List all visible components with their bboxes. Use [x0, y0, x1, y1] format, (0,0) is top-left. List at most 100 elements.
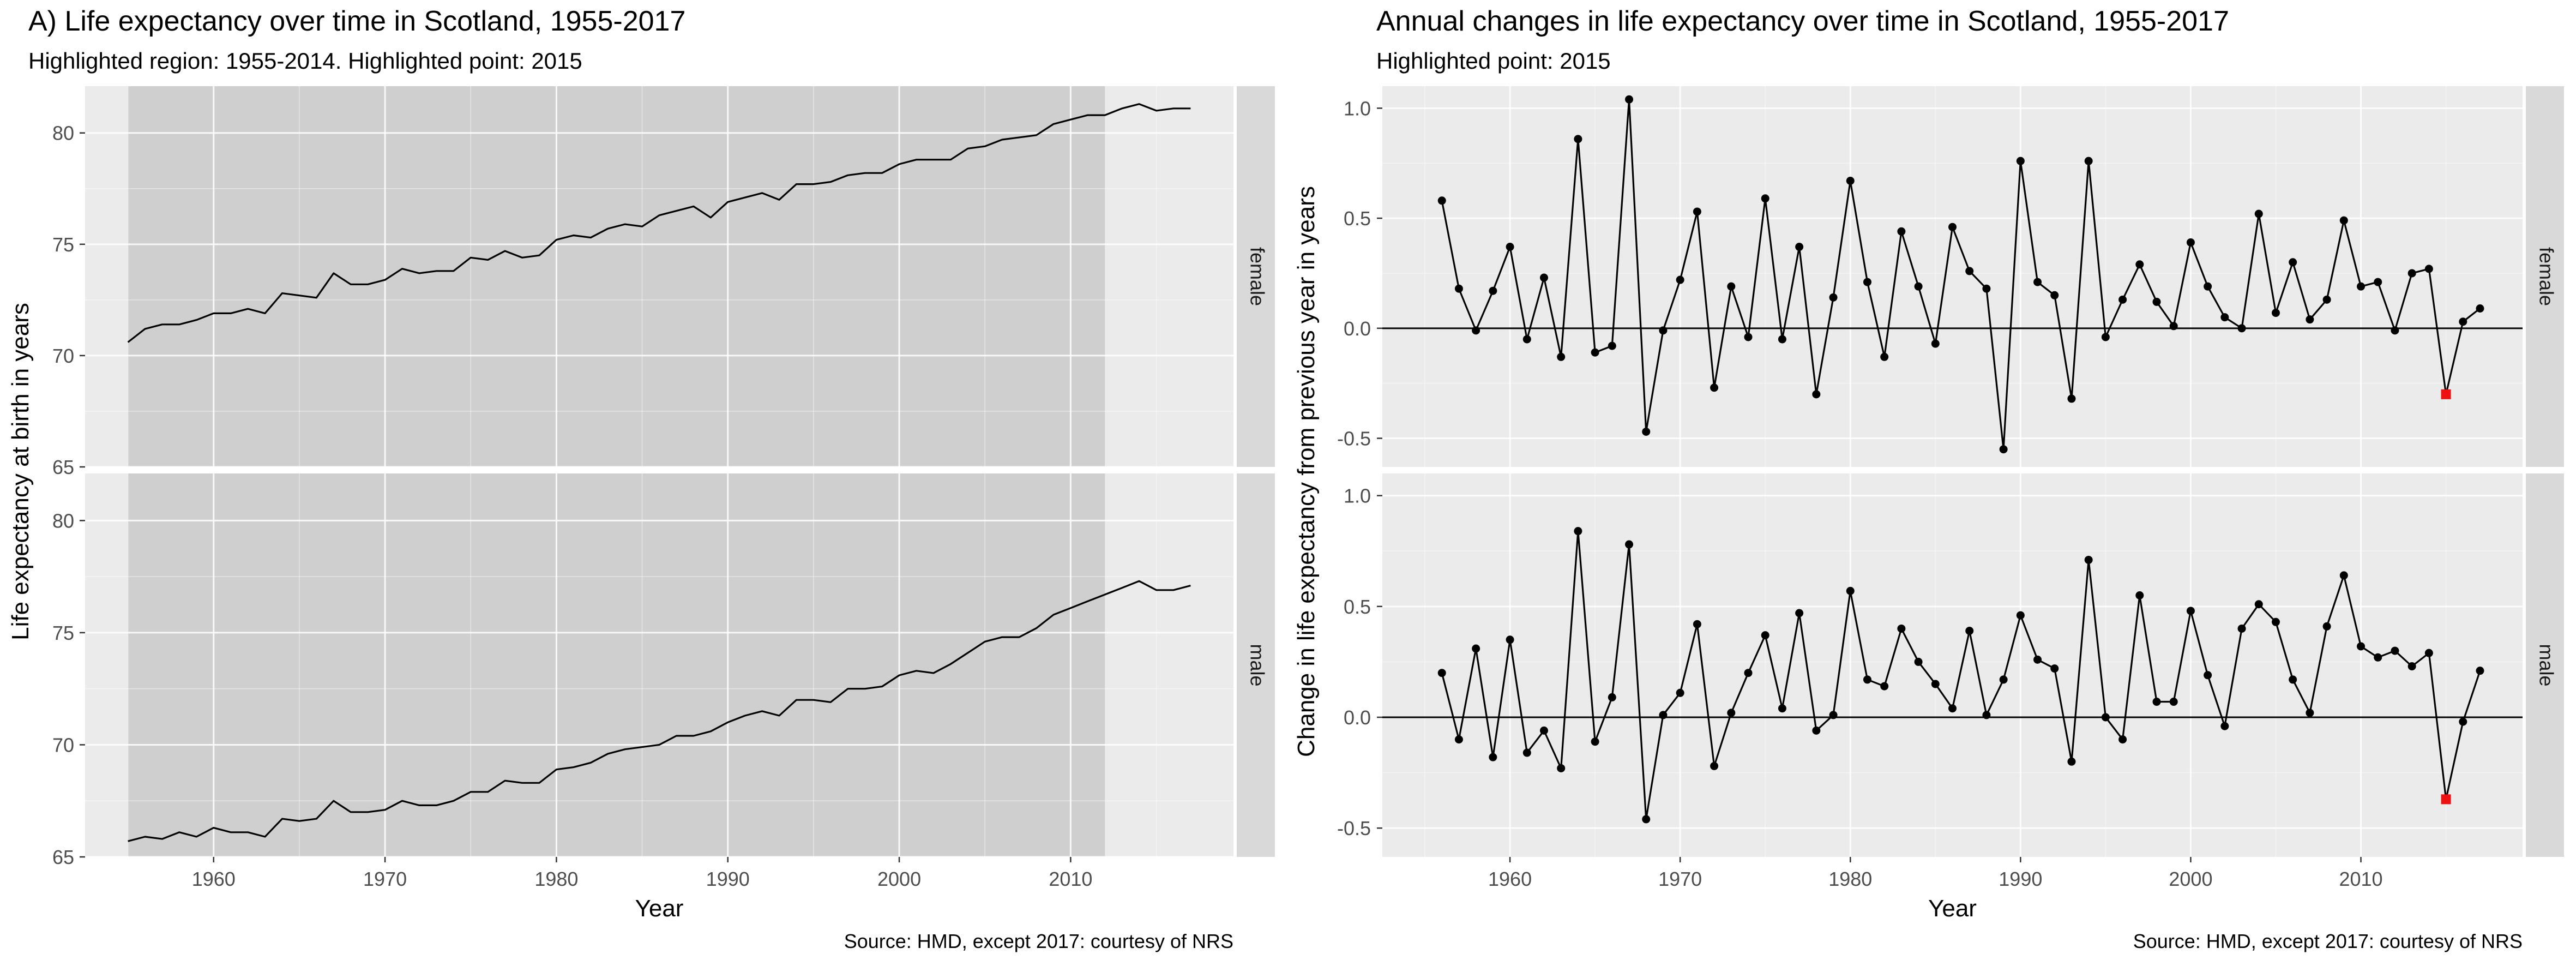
y-tick-label: -0.5 — [1337, 428, 1371, 450]
data-point — [1965, 267, 1974, 275]
y-tick-label: 1.0 — [1344, 485, 1371, 507]
data-point — [1642, 815, 1651, 824]
data-point — [2237, 324, 2246, 333]
data-point — [1625, 540, 1634, 549]
data-point — [1948, 223, 1957, 231]
data-point — [1880, 352, 1889, 361]
series-line-male — [128, 580, 1191, 842]
y-tick-label: 65 — [52, 456, 74, 478]
x-tick-label: 2000 — [877, 868, 921, 890]
y-tick-label: 65 — [52, 846, 74, 868]
data-point — [2271, 617, 2280, 626]
data-point — [2339, 216, 2348, 225]
data-point — [1846, 176, 1855, 185]
data-point — [1999, 445, 2008, 454]
y-tick-label: 0.0 — [1344, 317, 1371, 340]
chart-title: A) Life expectancy over time in Scotland… — [28, 5, 685, 37]
facet-panel-female: -0.5 0.0 0.5 1.0 female — [1337, 86, 2564, 467]
facet-panel-male: -0.5 0.0 0.5 1.0 male — [1337, 473, 2564, 857]
data-point — [2033, 655, 2042, 664]
y-tick-label: -0.5 — [1337, 817, 1371, 839]
facet-panel-female: 65 70 75 80 female — [52, 86, 1275, 478]
data-point — [1761, 194, 1770, 203]
data-point — [1744, 669, 1753, 677]
data-point — [1522, 748, 1531, 757]
data-point — [1608, 693, 1616, 701]
data-point — [1846, 586, 1855, 595]
data-point — [1489, 286, 1497, 295]
data-point — [2204, 671, 2212, 680]
chart-caption: Source: HMD, except 2017: courtesy of NR… — [844, 930, 1233, 952]
data-point — [2135, 260, 2144, 269]
data-point — [2050, 664, 2059, 673]
data-point — [1778, 704, 1786, 713]
data-point — [2118, 735, 2127, 744]
facet-strip-male — [1237, 473, 1275, 857]
y-axis-label: Change in life expectancy from previous … — [1293, 186, 1320, 757]
y-axis-label: Life expectancy at birth in years — [7, 303, 34, 640]
highlighted-point — [2441, 794, 2451, 805]
data-point — [1659, 711, 1668, 719]
data-point — [1863, 675, 1871, 684]
data-point — [2033, 278, 2042, 286]
chart-subtitle: Highlighted region: 1955-2014. Highlight… — [28, 48, 582, 74]
data-point — [1539, 726, 1548, 735]
data-point — [1437, 669, 1446, 677]
data-point — [1982, 711, 1991, 719]
data-point — [2271, 309, 2280, 317]
data-point — [2339, 571, 2348, 580]
data-point — [1608, 341, 1616, 350]
data-point — [1437, 196, 1446, 205]
x-tick-label: 1970 — [363, 868, 407, 890]
data-point — [2424, 265, 2433, 273]
data-point — [2067, 394, 2076, 403]
data-point — [2459, 317, 2467, 326]
data-point — [1999, 675, 2008, 684]
data-point — [2322, 295, 2331, 304]
data-point — [2237, 624, 2246, 633]
x-tick-label: 1990 — [1999, 868, 2042, 890]
data-point — [2135, 591, 2144, 599]
data-point — [2391, 646, 2399, 655]
y-tick-label: 70 — [52, 345, 74, 367]
data-point — [1727, 709, 1736, 717]
y-tick-label: 0.5 — [1344, 207, 1371, 230]
facet-strip-label: male — [1246, 644, 1268, 686]
facet-strip-female — [2526, 86, 2564, 467]
y-tick-label: 80 — [52, 122, 74, 145]
data-point — [2254, 209, 2263, 218]
facet-panel-male: 65 70 75 80 male — [52, 473, 1275, 868]
data-point — [1829, 711, 1838, 719]
data-point — [1710, 383, 1719, 392]
x-tick-label: 2010 — [1049, 868, 1092, 890]
data-point — [1914, 282, 1923, 291]
data-point — [2050, 291, 2059, 299]
data-point — [1812, 390, 1821, 399]
y-tick-label: 70 — [52, 734, 74, 756]
data-point — [1557, 764, 1566, 772]
data-point — [2322, 622, 2331, 631]
data-point — [1557, 352, 1566, 361]
data-point — [1489, 753, 1497, 761]
data-point — [1472, 326, 1480, 335]
data-point — [1454, 284, 1463, 293]
data-point — [1863, 278, 1871, 286]
facet-strip-label: male — [2535, 644, 2557, 686]
data-point — [2306, 709, 2314, 717]
data-point — [1710, 761, 1719, 770]
highlighted-region — [128, 473, 1105, 857]
data-point — [2169, 698, 2178, 706]
x-tick-label: 1960 — [192, 868, 236, 890]
data-point — [1676, 688, 1684, 697]
data-point — [2289, 675, 2297, 684]
facet-strip-label: female — [2535, 247, 2557, 306]
data-point — [1880, 682, 1889, 691]
data-point — [1914, 657, 1923, 666]
data-point — [1778, 335, 1786, 344]
data-point — [1472, 644, 1480, 653]
x-tick-label: 1980 — [534, 868, 578, 890]
x-tick-label: 2010 — [2339, 868, 2382, 890]
data-point — [2118, 295, 2127, 304]
data-point — [2374, 653, 2382, 662]
highlighted-region — [128, 86, 1105, 467]
